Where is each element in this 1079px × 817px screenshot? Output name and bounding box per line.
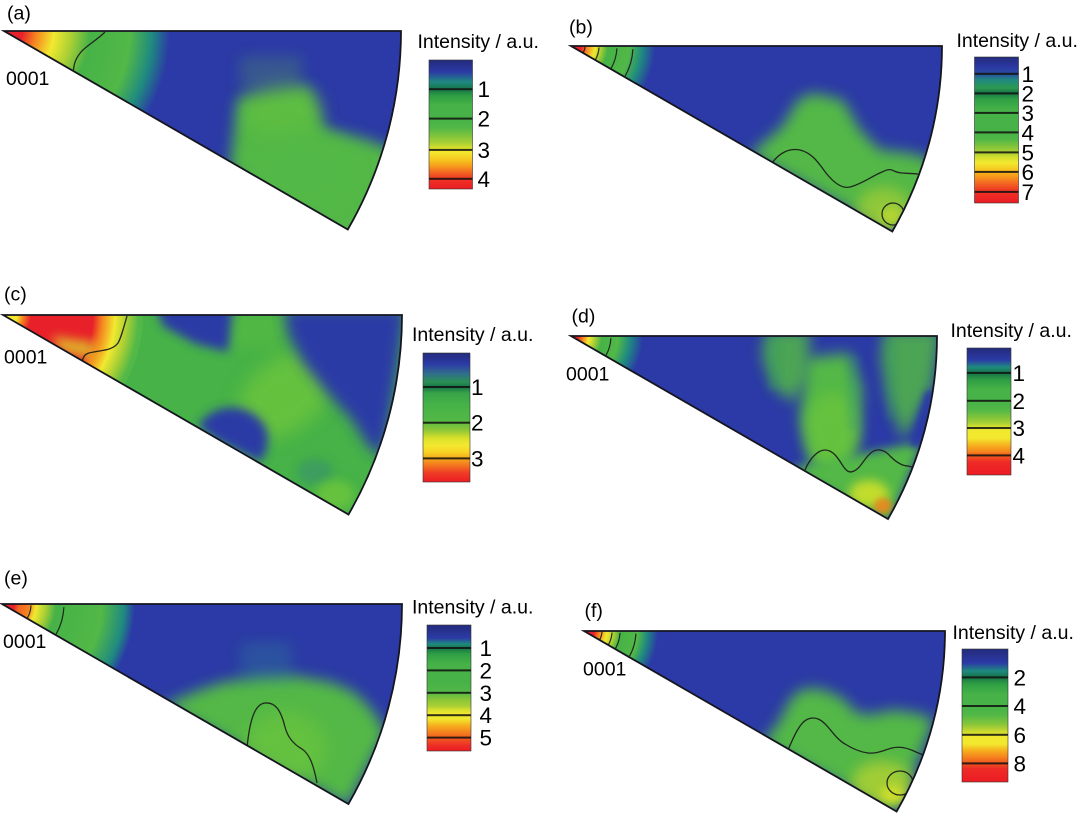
svg-text:2: 2 — [1013, 389, 1026, 414]
svg-text:3: 3 — [480, 681, 493, 706]
svg-text:2: 2 — [1014, 665, 1027, 690]
svg-text:1: 1 — [480, 636, 493, 661]
svg-text:5: 5 — [480, 726, 493, 751]
svg-text:2: 2 — [1022, 81, 1035, 106]
svg-text:Intensity / a.u.: Intensity / a.u. — [957, 30, 1078, 52]
svg-text:(c): (c) — [4, 284, 27, 306]
svg-text:0001: 0001 — [3, 631, 46, 653]
svg-text:2: 2 — [471, 411, 484, 436]
svg-text:(a): (a) — [7, 3, 31, 25]
svg-text:Intensity / a.u.: Intensity / a.u. — [412, 324, 533, 346]
svg-text:1: 1 — [1013, 361, 1026, 386]
svg-text:Intensity / a.u.: Intensity / a.u. — [418, 31, 539, 53]
svg-text:0001: 0001 — [583, 659, 626, 681]
svg-text:4: 4 — [1022, 120, 1035, 145]
svg-text:2: 2 — [478, 107, 491, 132]
svg-text:0001: 0001 — [6, 68, 49, 90]
svg-text:(b): (b) — [569, 17, 593, 39]
svg-text:7: 7 — [1022, 180, 1035, 205]
svg-text:3: 3 — [471, 446, 484, 471]
svg-text:6: 6 — [1022, 160, 1035, 185]
svg-text:3: 3 — [478, 138, 491, 163]
svg-text:2: 2 — [480, 658, 493, 683]
svg-text:4: 4 — [480, 703, 493, 728]
svg-text:3: 3 — [1022, 101, 1035, 126]
svg-text:1: 1 — [478, 77, 491, 102]
svg-text:4: 4 — [478, 167, 491, 192]
svg-text:6: 6 — [1014, 723, 1027, 748]
svg-text:(d): (d) — [572, 306, 596, 328]
svg-text:8: 8 — [1014, 751, 1027, 776]
svg-text:1: 1 — [471, 375, 484, 400]
svg-text:Intensity / a.u.: Intensity / a.u. — [951, 320, 1072, 342]
svg-text:(e): (e) — [4, 568, 28, 590]
svg-text:(f): (f) — [585, 600, 603, 622]
svg-text:1: 1 — [1022, 62, 1035, 87]
svg-text:5: 5 — [1022, 140, 1035, 165]
svg-text:4: 4 — [1014, 694, 1027, 719]
svg-text:4: 4 — [1013, 443, 1026, 468]
svg-text:3: 3 — [1013, 416, 1026, 441]
svg-text:Intensity / a.u.: Intensity / a.u. — [953, 622, 1074, 644]
svg-text:0001: 0001 — [566, 364, 609, 386]
svg-text:0001: 0001 — [4, 347, 47, 369]
svg-text:Intensity / a.u.: Intensity / a.u. — [412, 597, 533, 619]
